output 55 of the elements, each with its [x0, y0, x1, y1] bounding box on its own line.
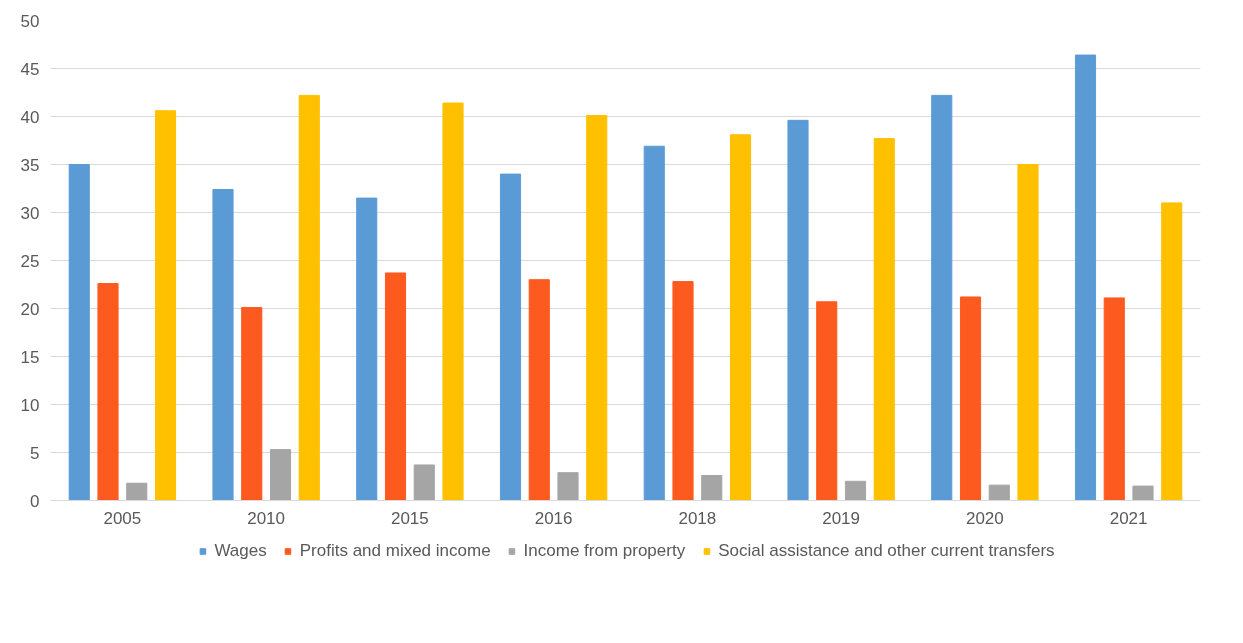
bar [528, 279, 550, 501]
y-tick-label: 35 [20, 155, 40, 175]
bar [241, 307, 263, 501]
bar [787, 119, 809, 501]
bar [701, 475, 723, 501]
bar [499, 173, 522, 501]
y-tick-label: 45 [20, 59, 40, 79]
bar [413, 464, 435, 501]
y-tick-label: 25 [20, 251, 40, 271]
bar [1074, 54, 1097, 501]
x-tick-label: 2021 [1109, 508, 1148, 528]
x-tick-label: 2005 [103, 508, 142, 528]
bar [959, 296, 982, 501]
y-tick-label: 5 [30, 443, 40, 463]
bar [873, 138, 895, 501]
legend-label: Social assistance and other current transfers [718, 541, 1055, 561]
bar [816, 301, 838, 501]
bar [931, 94, 953, 501]
bar [154, 110, 177, 501]
bar [1161, 202, 1183, 501]
bar [1103, 297, 1125, 501]
bar [212, 188, 234, 501]
y-tick-label: 50 [20, 11, 40, 31]
y-tick-label: 0 [30, 491, 40, 511]
bar [442, 102, 464, 501]
bar [729, 134, 752, 501]
x-tick-label: 2015 [390, 508, 429, 528]
bar [97, 283, 119, 501]
bar [68, 164, 90, 501]
x-tick-label: 2016 [534, 508, 573, 528]
bar [586, 115, 608, 501]
bar [298, 94, 320, 501]
bar [1132, 485, 1154, 501]
x-tick-label: 2020 [965, 508, 1004, 528]
bar [126, 482, 148, 501]
y-tick-label: 20 [20, 299, 40, 319]
legend-label: Profits and mixed income [299, 541, 491, 561]
x-tick-label: 2019 [822, 508, 861, 528]
bar [988, 484, 1010, 501]
bar [356, 197, 378, 501]
bar [384, 272, 407, 501]
bar [557, 472, 579, 501]
bar [269, 449, 292, 501]
bar [1017, 164, 1039, 501]
x-tick-label: 2010 [247, 508, 286, 528]
y-tick-label: 15 [20, 347, 40, 367]
bar [844, 480, 867, 501]
legend-label: Wages [214, 541, 267, 561]
bar [672, 281, 694, 501]
legend-label: Income from property [523, 541, 686, 561]
bar [643, 145, 665, 501]
y-tick-label: 40 [20, 107, 40, 127]
x-tick-label: 2018 [678, 508, 717, 528]
y-tick-label: 30 [20, 203, 40, 223]
y-tick-label: 10 [20, 395, 40, 415]
